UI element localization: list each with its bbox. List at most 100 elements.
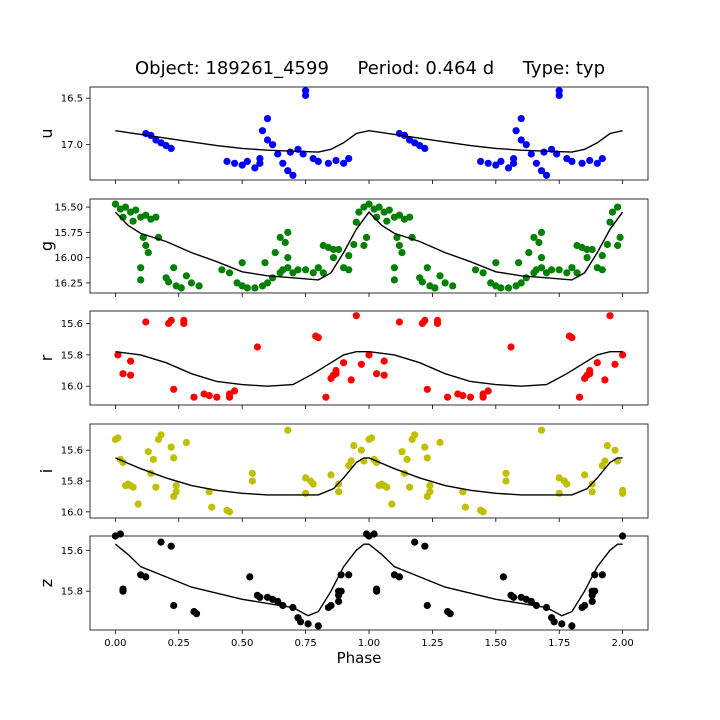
- data-point-u: [555, 91, 563, 99]
- data-point-g: [243, 284, 251, 292]
- data-point-i: [248, 477, 256, 485]
- data-point-z: [116, 530, 124, 538]
- data-point-z: [581, 601, 589, 610]
- data-point-g: [497, 284, 505, 292]
- y-axis-label-u: u: [37, 128, 56, 138]
- data-point-z: [588, 597, 596, 606]
- data-point-g: [614, 241, 622, 250]
- data-point-z: [167, 542, 175, 550]
- data-point-g: [284, 264, 292, 272]
- data-point-z: [509, 593, 518, 601]
- axes-frame-z: [89, 535, 649, 631]
- data-point-u: [532, 159, 541, 167]
- data-point-i: [172, 482, 180, 490]
- data-point-i: [152, 483, 160, 491]
- data-point-g: [142, 241, 150, 250]
- data-point-r: [421, 316, 429, 324]
- y-tick-label-u: 16.5: [61, 94, 83, 105]
- data-point-u: [251, 164, 259, 172]
- data-point-g: [281, 238, 289, 247]
- data-point-z: [345, 571, 353, 579]
- data-point-i: [350, 442, 358, 450]
- data-point-u: [477, 157, 485, 165]
- data-point-g: [170, 264, 178, 272]
- data-point-g: [537, 228, 546, 236]
- data-point-u: [231, 159, 239, 167]
- data-point-g: [261, 259, 269, 267]
- panel-z: 0.00 0.25 0.50 0.75 1.00 1.25 1.50 1.75 2.00 15.6…: [37, 530, 649, 649]
- data-point-g: [449, 282, 457, 290]
- data-point-r: [127, 357, 135, 365]
- data-point-i: [335, 488, 343, 496]
- data-point-g: [548, 266, 556, 274]
- data-point-i: [208, 503, 216, 511]
- data-point-g: [355, 208, 363, 216]
- data-point-r: [180, 319, 188, 328]
- data-point-g: [598, 252, 606, 260]
- data-point-z: [370, 530, 378, 538]
- data-point-g: [218, 266, 226, 274]
- data-point-u: [578, 159, 586, 167]
- data-point-z: [337, 587, 345, 595]
- model-curve-i: [115, 457, 623, 496]
- data-point-i: [563, 480, 571, 488]
- data-point-i: [459, 488, 467, 496]
- data-point-z: [157, 538, 165, 546]
- data-point-g: [335, 245, 343, 254]
- points-z: [111, 530, 627, 630]
- data-point-u: [345, 155, 353, 163]
- data-point-u: [421, 144, 429, 152]
- data-point-r: [190, 393, 198, 401]
- data-point-r: [142, 318, 150, 326]
- data-point-r: [357, 360, 365, 368]
- data-point-u: [340, 159, 348, 167]
- data-point-i: [502, 477, 510, 485]
- data-point-g: [395, 241, 403, 250]
- data-point-u: [238, 161, 246, 169]
- y-tick-label-i: 16.0: [61, 507, 83, 518]
- y-tick-label-r: 15.8: [61, 350, 83, 361]
- data-point-r: [611, 360, 619, 368]
- data-point-r: [373, 370, 381, 378]
- data-point-z: [142, 573, 150, 581]
- data-point-z: [337, 571, 345, 579]
- data-point-g: [177, 284, 185, 292]
- data-point-r: [170, 385, 178, 393]
- data-point-r: [380, 357, 388, 365]
- data-point-r: [380, 371, 388, 379]
- data-point-g: [309, 269, 317, 277]
- data-point-u: [332, 156, 340, 165]
- data-point-u: [243, 157, 251, 165]
- data-point-z: [296, 618, 305, 626]
- data-point-g: [284, 228, 292, 236]
- data-point-z: [550, 618, 558, 626]
- data-point-g: [360, 241, 368, 250]
- y-axis-label-r: r: [37, 354, 56, 361]
- data-point-g: [393, 233, 401, 241]
- data-point-z: [591, 587, 599, 595]
- data-point-u: [256, 155, 264, 163]
- x-tick-label: 2.00: [612, 638, 634, 649]
- data-point-g: [479, 269, 487, 277]
- x-tick-label: 0.25: [168, 638, 190, 649]
- data-point-r: [225, 393, 234, 401]
- data-point-g: [352, 218, 360, 226]
- data-point-u: [269, 141, 277, 149]
- data-point-z: [395, 573, 403, 581]
- data-point-i: [479, 508, 487, 516]
- data-point-g: [614, 203, 622, 211]
- data-point-r: [340, 359, 348, 367]
- y-axis-label-z: z: [37, 579, 56, 587]
- data-point-g: [398, 249, 406, 257]
- data-point-z: [446, 610, 454, 618]
- data-point-g: [144, 249, 152, 257]
- data-point-z: [170, 601, 178, 610]
- data-point-g: [195, 282, 203, 290]
- data-point-g: [406, 213, 414, 221]
- data-point-g: [522, 274, 530, 282]
- data-point-g: [598, 266, 606, 274]
- data-point-i: [170, 454, 178, 462]
- panel-r: 15.6 15.8 16.0 r: [37, 310, 649, 409]
- data-point-z: [192, 610, 201, 618]
- data-point-i: [182, 438, 190, 447]
